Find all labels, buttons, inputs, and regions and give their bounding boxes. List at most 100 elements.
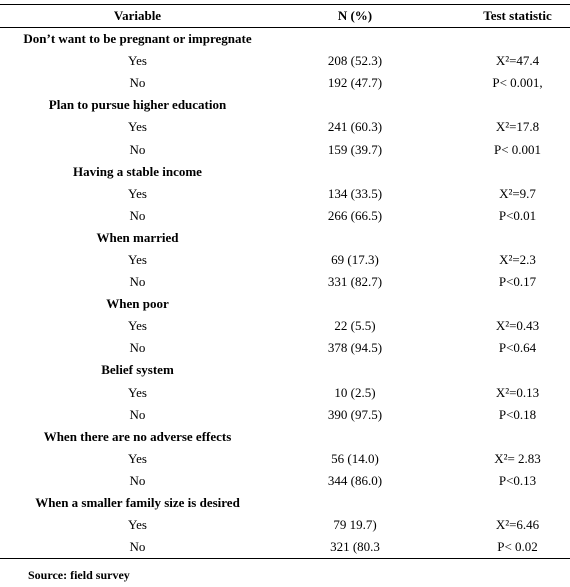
data-row: Yes 10 (2.5) X²=0.13 bbox=[0, 382, 570, 404]
cell: P<0.17 bbox=[498, 274, 537, 290]
group-label: Having a stable income bbox=[73, 163, 202, 179]
data-row: Yes 56 (14.0) X²= 2.83 bbox=[0, 448, 570, 470]
cell: 159 (39.7) bbox=[327, 141, 383, 157]
cell: X²=6.46 bbox=[495, 517, 540, 533]
data-row: Yes 208 (52.3) X²=47.4 bbox=[0, 50, 570, 72]
cell: 22 (5.5) bbox=[334, 318, 376, 334]
group-label: Plan to pursue higher education bbox=[48, 97, 227, 113]
cell: X²=9.7 bbox=[499, 185, 536, 201]
cell bbox=[275, 227, 435, 249]
data-row: Yes 134 (33.5) X²=9.7 bbox=[0, 183, 570, 205]
cell bbox=[435, 227, 570, 249]
cell: X²= 2.83 bbox=[494, 450, 541, 466]
cell: No bbox=[129, 472, 146, 488]
data-row: No 321 (80.3 P< 0.02 bbox=[0, 536, 570, 559]
cell: Yes bbox=[128, 517, 147, 533]
header-cell: Test statistic bbox=[435, 4, 570, 28]
cell bbox=[275, 293, 435, 315]
data-row: Yes 79 19.7) X²=6.46 bbox=[0, 514, 570, 536]
cell: Yes bbox=[128, 384, 147, 400]
cell: 266 (66.5) bbox=[327, 207, 383, 223]
cell: X²=47.4 bbox=[495, 53, 540, 69]
cell bbox=[435, 161, 570, 183]
data-row: No 159 (39.7) P< 0.001 bbox=[0, 138, 570, 160]
cell: P< 0.02 bbox=[497, 539, 538, 555]
cell: No bbox=[129, 207, 146, 223]
source-note: Source: field survey bbox=[28, 568, 130, 582]
cell bbox=[275, 161, 435, 183]
cell bbox=[435, 28, 570, 51]
group-row: When a smaller family size is desired bbox=[0, 492, 570, 514]
group-row: When married bbox=[0, 227, 570, 249]
header-cell: Variable bbox=[0, 4, 275, 28]
header-cell: N (%) bbox=[275, 4, 435, 28]
cell: X²=0.43 bbox=[495, 318, 540, 334]
cell: Yes bbox=[128, 53, 147, 69]
cell: Yes bbox=[128, 318, 147, 334]
group-label: When there are no adverse effects bbox=[43, 428, 232, 444]
header-row: Variable N (%) Test statistic bbox=[0, 4, 570, 28]
cell bbox=[275, 426, 435, 448]
data-row: No 378 (94.5) P<0.64 bbox=[0, 337, 570, 359]
cell: Yes bbox=[128, 119, 147, 135]
cell bbox=[275, 359, 435, 381]
cell: P< 0.001 bbox=[493, 141, 542, 157]
group-label: When married bbox=[96, 229, 179, 245]
data-row: Yes 22 (5.5) X²=0.43 bbox=[0, 315, 570, 337]
group-label: Don’t want to be pregnant or impregnate bbox=[23, 31, 252, 47]
cell: Yes bbox=[128, 450, 147, 466]
data-table: Variable N (%) Test statistic Don’t want t… bbox=[0, 4, 570, 560]
cell bbox=[275, 28, 435, 51]
cell bbox=[435, 94, 570, 116]
cell: 192 (47.7) bbox=[327, 75, 383, 91]
data-row: Yes 241 (60.3) X²=17.8 bbox=[0, 116, 570, 138]
data-row: No 266 (66.5) P<0.01 bbox=[0, 205, 570, 227]
cell: X²=2.3 bbox=[499, 251, 536, 267]
cell bbox=[435, 293, 570, 315]
cell bbox=[435, 426, 570, 448]
group-row: Don’t want to be pregnant or impregnate bbox=[0, 28, 570, 51]
group-row: When there are no adverse effects bbox=[0, 426, 570, 448]
cell: X²=0.13 bbox=[495, 384, 540, 400]
cell: 344 (86.0) bbox=[327, 472, 383, 488]
cell: No bbox=[129, 274, 146, 290]
cell: 331 (82.7) bbox=[327, 274, 383, 290]
cell: No bbox=[129, 406, 146, 422]
cell bbox=[435, 492, 570, 514]
group-label: Belief system bbox=[101, 362, 174, 378]
cell bbox=[275, 94, 435, 116]
cell: 79 19.7) bbox=[333, 517, 377, 533]
cell: P< 0.001, bbox=[492, 75, 543, 91]
cell: 56 (14.0) bbox=[331, 450, 379, 466]
cell: P<0.64 bbox=[498, 340, 537, 356]
cell: 10 (2.5) bbox=[334, 384, 376, 400]
cell: 390 (97.5) bbox=[327, 406, 383, 422]
cell: No bbox=[129, 141, 146, 157]
data-row: Yes 69 (17.3) X²=2.3 bbox=[0, 249, 570, 271]
data-row: No 331 (82.7) P<0.17 bbox=[0, 271, 570, 293]
group-row: Plan to pursue higher education bbox=[0, 94, 570, 116]
group-row: Having a stable income bbox=[0, 161, 570, 183]
cell: No bbox=[129, 75, 146, 91]
cell: 134 (33.5) bbox=[327, 185, 383, 201]
data-row: No 192 (47.7) P< 0.001, bbox=[0, 72, 570, 94]
cell: 241 (60.3) bbox=[327, 119, 383, 135]
cell: P<0.18 bbox=[498, 406, 537, 422]
cell: No bbox=[129, 340, 146, 356]
cell bbox=[275, 492, 435, 514]
cell: P<0.01 bbox=[498, 207, 537, 223]
group-row: When poor bbox=[0, 293, 570, 315]
group-label: When poor bbox=[106, 296, 169, 312]
cell: Yes bbox=[128, 185, 147, 201]
cell bbox=[435, 359, 570, 381]
group-label: When a smaller family size is desired bbox=[35, 495, 240, 511]
data-row: No 344 (86.0) P<0.13 bbox=[0, 470, 570, 492]
cell: X²=17.8 bbox=[495, 119, 540, 135]
cell: P<0.13 bbox=[498, 472, 537, 488]
data-row: No 390 (97.5) P<0.18 bbox=[0, 404, 570, 426]
cell: Yes bbox=[128, 251, 147, 267]
cell: 69 (17.3) bbox=[331, 251, 379, 267]
group-row: Belief system bbox=[0, 359, 570, 381]
cell: 208 (52.3) bbox=[327, 53, 383, 69]
